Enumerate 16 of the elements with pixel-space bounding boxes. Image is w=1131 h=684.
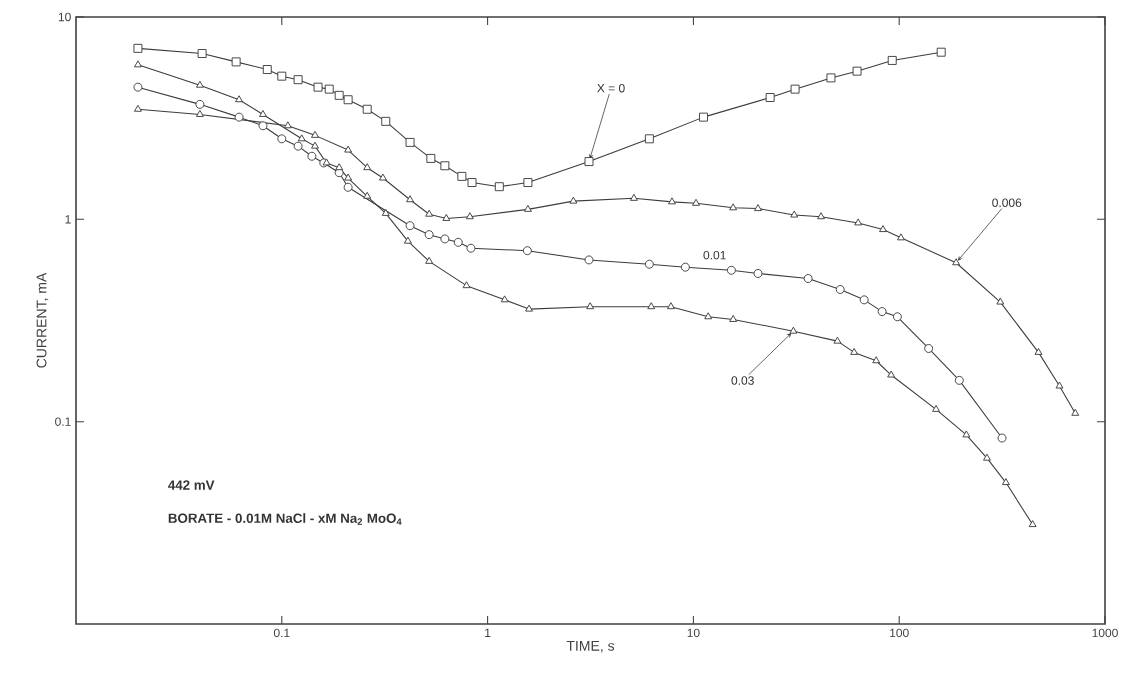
x-tick-label: 100 <box>890 628 909 638</box>
y-tick-label: 10 <box>58 12 71 22</box>
x-tick-label: 1000 <box>1092 628 1118 638</box>
annotation: BORATE - 0.01M NaCl - xM Na$_{2}$ MoO$_{4}$ <box>168 513 402 525</box>
x-tick-label: 0.1 <box>273 628 290 638</box>
series-label: 0.01 <box>703 250 726 260</box>
text: 0.006 <box>992 198 1022 208</box>
x-axis-title: TIME, s <box>566 641 615 653</box>
text: X = 0 <box>597 83 625 93</box>
x-tick-label: 10 <box>687 628 700 638</box>
y-axis-title: CURRENT, mA <box>36 272 49 368</box>
text: 0.03 <box>731 376 754 385</box>
x-tick-label: 1 <box>485 628 491 637</box>
annotation: 442 mV <box>168 480 215 490</box>
y-tick-label: 0.1 <box>55 417 71 426</box>
y-tick-label: 1 <box>65 215 71 224</box>
